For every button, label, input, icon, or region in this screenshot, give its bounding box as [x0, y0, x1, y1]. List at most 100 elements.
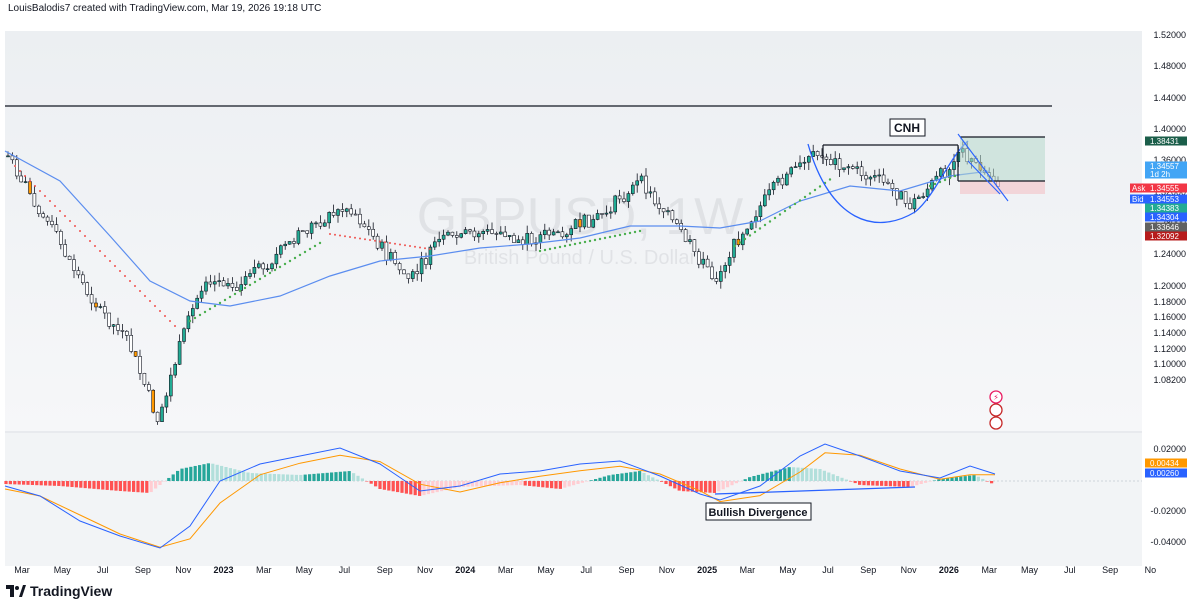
macd-axis[interactable]: 0.02000 -0.02000 -0.04000	[1150, 444, 1186, 547]
cnh-pattern-drawing[interactable]	[807, 133, 1045, 224]
histogram-bar	[299, 474, 303, 481]
candle-body	[512, 235, 516, 243]
histogram-bar	[378, 481, 382, 489]
candle-body	[362, 223, 367, 228]
histogram-bar	[352, 473, 356, 481]
histogram-bar	[642, 473, 646, 481]
histogram-bar	[924, 481, 928, 483]
time-tick-label: May	[537, 565, 555, 575]
histogram-bar	[242, 471, 246, 481]
candle-body	[859, 166, 864, 176]
histogram-bar	[193, 465, 197, 481]
svg-text:-0.00174: -0.00174	[1150, 479, 1182, 488]
time-tick-label: 2025	[697, 565, 717, 575]
time-tick-label: Nov	[659, 565, 676, 575]
histogram-bar	[545, 481, 549, 488]
time-tick-label: No	[1145, 565, 1157, 575]
chart-area[interactable]: GBPUSD, 1W British Pound / U.S. Dollar C…	[0, 16, 1200, 581]
histogram-bar	[809, 468, 813, 481]
cnh-label[interactable]: CNH	[889, 118, 926, 137]
price-tick-label: 1.12000	[1153, 344, 1186, 354]
candle-body	[503, 231, 508, 237]
histogram-bar	[488, 481, 492, 486]
histogram-bar	[941, 478, 945, 481]
time-tick-label: Mar	[256, 565, 272, 575]
histogram-bar	[154, 481, 158, 489]
histogram-bar	[774, 470, 778, 481]
histogram-bar	[448, 481, 452, 490]
svg-text:1d 2h: 1d 2h	[1150, 170, 1170, 179]
histogram-bar	[536, 481, 540, 487]
candle-body	[221, 280, 226, 287]
candle-body	[776, 177, 780, 183]
candle-body	[446, 231, 450, 236]
histogram-bar	[990, 481, 994, 484]
macd-pane[interactable]	[5, 433, 1142, 566]
candle-body	[793, 166, 798, 168]
svg-text:1.34555: 1.34555	[1150, 184, 1179, 193]
candle-body	[72, 259, 76, 271]
candle-body	[745, 228, 750, 235]
candle-body	[344, 208, 349, 212]
histogram-bar	[888, 481, 892, 487]
histogram-bar	[277, 474, 281, 481]
histogram-bar	[897, 481, 901, 487]
histogram-bar	[167, 477, 171, 481]
time-tick-label: Mar	[981, 565, 997, 575]
candle-body	[169, 374, 173, 397]
candle-body	[903, 191, 908, 204]
svg-text:1.34383: 1.34383	[1150, 204, 1179, 213]
candle-body	[476, 233, 481, 238]
svg-text:1.34553: 1.34553	[1150, 195, 1179, 204]
svg-text:0.00434: 0.00434	[1150, 459, 1179, 468]
histogram-bar	[136, 481, 140, 493]
time-tick-label: Sep	[135, 565, 151, 575]
time-axis[interactable]: Mar May Jul Sep Nov 2023 Mar May Jul Sep Nov 2024 Ma…	[14, 565, 1156, 575]
candle-body	[604, 212, 609, 215]
histogram-bar	[814, 468, 818, 481]
histogram-bar	[184, 467, 188, 481]
histogram-bar	[963, 476, 967, 481]
event-icons[interactable]: ⚡	[989, 390, 1003, 430]
candle-body	[749, 221, 754, 230]
candle-body	[309, 222, 314, 234]
histogram-bar	[893, 481, 897, 487]
time-tick-label: Sep	[618, 565, 634, 575]
histogram-bar	[127, 481, 131, 492]
candle-body	[710, 266, 714, 279]
price-tick-label: 1.36000	[1153, 155, 1186, 165]
histogram-bar	[959, 476, 963, 481]
candle-body	[164, 395, 169, 408]
histogram-bar	[492, 481, 496, 486]
candle-body	[256, 263, 261, 268]
candle-body	[718, 271, 723, 282]
histogram-bar	[558, 481, 562, 489]
histogram-bar	[246, 472, 250, 481]
candle-body	[15, 159, 19, 177]
histogram-bar	[290, 474, 294, 481]
histogram-bar	[189, 466, 193, 481]
histogram-bar	[338, 471, 342, 481]
histogram-bar	[202, 464, 206, 481]
histogram-bar	[756, 474, 760, 481]
divergence-line[interactable]	[714, 486, 916, 495]
candle-body	[899, 191, 904, 200]
bullish-divergence-label[interactable]: Bullish Divergence	[705, 502, 812, 521]
candle-body	[393, 252, 398, 264]
main-pane[interactable]	[5, 31, 1142, 431]
histogram-bar	[673, 481, 677, 489]
histogram-bar	[211, 463, 215, 481]
candle-body	[644, 175, 648, 194]
candle-body	[890, 183, 895, 189]
histogram-bar	[831, 474, 835, 481]
candle-body	[463, 229, 468, 234]
histogram-bar	[550, 481, 554, 489]
candle-body	[133, 351, 138, 357]
histogram-bar	[704, 481, 708, 493]
candle-body	[243, 276, 248, 285]
histogram-bar	[369, 481, 373, 484]
histogram-bar	[30, 481, 34, 485]
histogram-bar	[457, 481, 461, 488]
time-tick-label: 2026	[939, 565, 959, 575]
histogram-bar	[528, 481, 532, 486]
